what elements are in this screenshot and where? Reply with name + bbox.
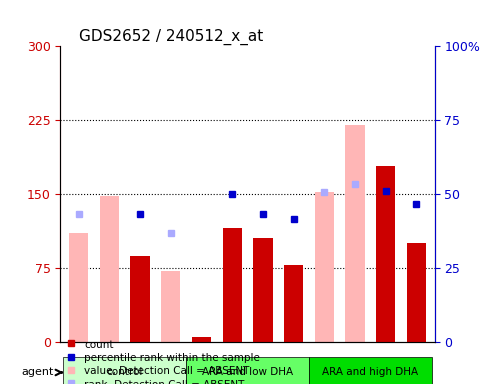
Text: control: control (107, 367, 143, 377)
Text: ARA and low DHA: ARA and low DHA (202, 367, 293, 377)
FancyBboxPatch shape (186, 357, 309, 384)
Bar (100, 196, 119, 342)
Text: GDS2652 / 240512_x_at: GDS2652 / 240512_x_at (79, 28, 263, 45)
Bar (376, 166, 395, 342)
FancyBboxPatch shape (309, 357, 432, 384)
Bar (345, 125, 365, 342)
Bar (223, 228, 242, 342)
Text: agent: agent (22, 367, 54, 377)
Bar (161, 271, 181, 342)
Bar (253, 238, 272, 342)
Legend: count, percentile rank within the sample, value, Detection Call = ABSENT, rank, : count, percentile rank within the sample… (66, 339, 260, 384)
Bar (284, 265, 303, 342)
Bar (192, 337, 211, 342)
FancyBboxPatch shape (63, 357, 186, 384)
Text: ARA and high DHA: ARA and high DHA (322, 367, 418, 377)
Bar (314, 192, 334, 342)
Bar (407, 243, 426, 342)
Bar (69, 233, 88, 342)
Bar (130, 256, 150, 342)
